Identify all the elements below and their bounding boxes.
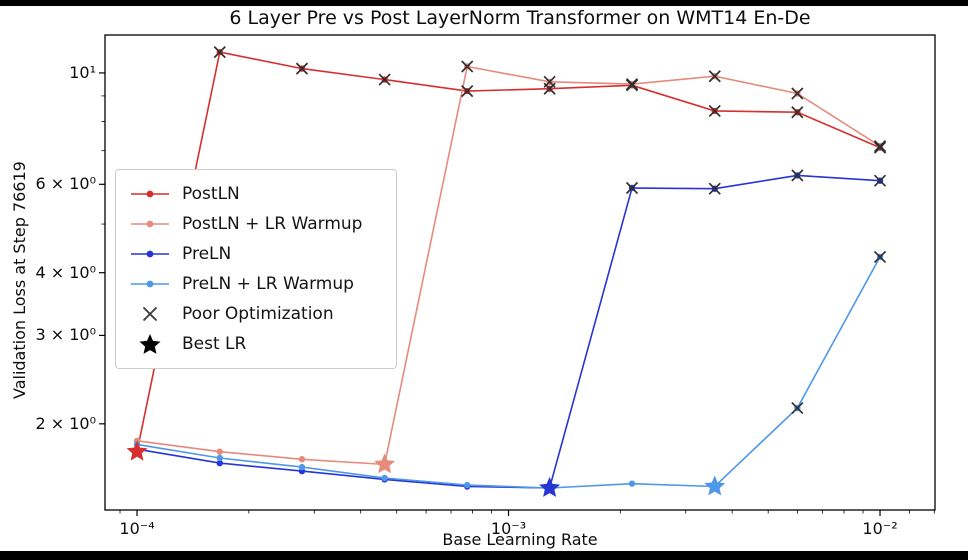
series-line-0	[136, 51, 881, 452]
poor-optimization-x-icon	[142, 306, 158, 322]
poor-optimization-x-marker	[873, 141, 887, 154]
poor-optimization-x-marker	[873, 174, 887, 187]
poor-optimization-x-marker	[791, 87, 804, 100]
best-lr-star-icon	[139, 334, 161, 354]
poor-optimization-x-marker	[295, 62, 309, 75]
legend-item: PostLN + LR Warmup	[128, 209, 362, 239]
top-bar	[0, 0, 968, 6]
legend-item: Best LR	[128, 329, 362, 359]
poor-optimization-x-marker	[461, 60, 474, 73]
y-axis-label: Validation Loss at Step 76619	[10, 161, 29, 399]
legend-line-marker-icon	[131, 220, 169, 228]
legend-label: PreLN + LR Warmup	[182, 274, 354, 294]
legend-line-marker-icon	[131, 250, 169, 258]
poor-optimization-x-marker	[791, 169, 804, 182]
data-point	[381, 474, 388, 482]
poor-optimization-x-marker	[213, 46, 226, 59]
legend-item: PreLN	[128, 239, 362, 269]
poor-optimization-x-marker	[543, 75, 556, 88]
best-lr-star-marker	[374, 453, 396, 474]
poor-optimization-x-marker	[708, 70, 721, 83]
poor-optimization-x-marker	[625, 78, 639, 91]
legend-label: PostLN + LR Warmup	[182, 214, 363, 234]
legend-item: PreLN + LR Warmup	[128, 269, 362, 299]
data-point	[298, 463, 306, 471]
data-point	[216, 448, 223, 455]
best-lr-star-marker	[539, 477, 561, 497]
poor-optimization-x-marker	[873, 139, 887, 153]
legend-label: PostLN	[182, 184, 240, 204]
series-line-3	[136, 256, 881, 489]
poor-optimization-x-marker	[378, 73, 391, 86]
chart-title: 6 Layer Pre vs Post LayerNorm Transforme…	[229, 7, 811, 29]
legend-label: PreLN	[182, 244, 232, 264]
legend-label: Poor Optimization	[182, 304, 334, 324]
legend-line-marker-icon	[131, 280, 169, 288]
series-line-1	[136, 65, 881, 466]
legend-label: Best LR	[182, 334, 247, 354]
best-lr-star-marker	[704, 475, 726, 496]
legend-item: Poor Optimization	[128, 299, 362, 329]
legend: PostLN PostLN + LR Warmup PreLN PreLN + LR …	[115, 169, 398, 369]
data-point	[216, 454, 223, 462]
data-point	[628, 480, 636, 487]
data-point	[463, 481, 471, 489]
x-axis-label: Base Learning Rate	[442, 530, 598, 549]
poor-optimization-x-marker	[708, 182, 721, 195]
legend-item: PostLN	[128, 179, 362, 209]
data-point	[216, 459, 223, 467]
best-lr-star-marker	[126, 440, 148, 461]
poor-optimization-x-marker	[461, 85, 474, 98]
poor-optimization-x-marker	[708, 104, 721, 118]
legend-line-marker-icon	[131, 190, 169, 198]
data-point	[298, 456, 306, 463]
poor-optimization-x-marker	[791, 401, 804, 415]
poor-optimization-x-marker	[873, 250, 887, 264]
poor-optimization-x-marker	[791, 106, 804, 119]
poor-optimization-x-marker	[625, 181, 639, 195]
bottom-bar	[0, 551, 968, 560]
